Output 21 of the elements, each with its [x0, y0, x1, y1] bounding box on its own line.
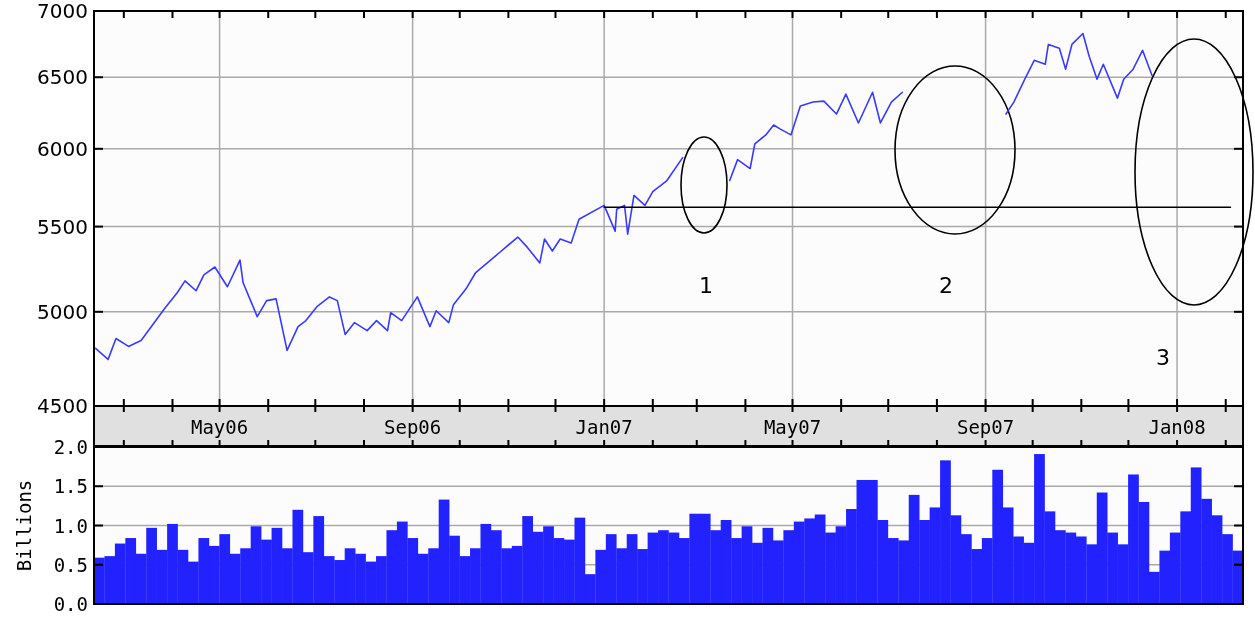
y-axis-title: Billions [13, 479, 35, 572]
x-tick-label: Sep06 [384, 416, 442, 438]
annotation: 2 [939, 272, 953, 298]
y-tick-label: 1.5 [53, 475, 88, 498]
y-tick-label: 5000 [37, 299, 88, 324]
y-tick-label: 6500 [37, 65, 88, 90]
annotation: 3 [1156, 344, 1170, 370]
y-tick-label: 2.0 [53, 436, 88, 458]
x-tick-label: Jan07 [575, 416, 633, 438]
y-tick-label: 5500 [37, 214, 88, 239]
y-tick-label: 6000 [37, 136, 88, 161]
y-tick-label: 1.0 [53, 514, 88, 537]
y-tick-label: 0.0 [53, 593, 88, 615]
x-tick-label: Jan08 [1148, 416, 1206, 438]
y-tick-label: 7000 [37, 0, 88, 23]
annotation: 1 [699, 272, 713, 298]
y-tick-label: 4500 [37, 394, 88, 418]
x-tick-label: Sep07 [956, 416, 1015, 438]
x-tick-label: May06 [190, 416, 249, 438]
x-tick-label: May07 [763, 416, 822, 438]
y-tick-label: 0.5 [53, 553, 88, 576]
